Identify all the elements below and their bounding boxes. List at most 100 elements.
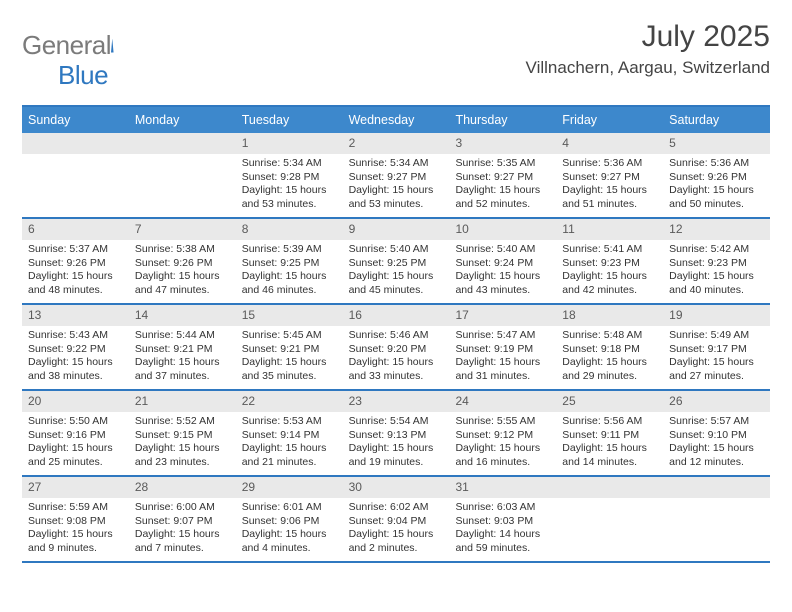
- month-title: July 2025: [526, 20, 770, 54]
- day-cell: 4Sunrise: 5:36 AMSunset: 9:27 PMDaylight…: [556, 133, 663, 217]
- week-row: 27Sunrise: 5:59 AMSunset: 9:08 PMDayligh…: [22, 477, 770, 563]
- sunset-text: Sunset: 9:25 PM: [242, 257, 337, 270]
- sunrise-text: Sunrise: 5:45 AM: [242, 329, 337, 342]
- sunset-text: Sunset: 9:06 PM: [242, 515, 337, 528]
- sunrise-text: Sunrise: 5:44 AM: [135, 329, 230, 342]
- day-number: 20: [22, 391, 129, 412]
- daylight-text: Daylight: 15 hours and 45 minutes.: [349, 270, 444, 297]
- sunrise-text: Sunrise: 5:35 AM: [455, 157, 550, 170]
- day-cell: 2Sunrise: 5:34 AMSunset: 9:27 PMDaylight…: [343, 133, 450, 217]
- day-cell: 9Sunrise: 5:40 AMSunset: 9:25 PMDaylight…: [343, 219, 450, 303]
- day-body: Sunrise: 5:45 AMSunset: 9:21 PMDaylight:…: [236, 326, 343, 387]
- day-body: Sunrise: 6:00 AMSunset: 9:07 PMDaylight:…: [129, 498, 236, 559]
- daylight-text: Daylight: 15 hours and 42 minutes.: [562, 270, 657, 297]
- sunrise-text: Sunrise: 5:38 AM: [135, 243, 230, 256]
- sunset-text: Sunset: 9:04 PM: [349, 515, 444, 528]
- day-cell: 1Sunrise: 5:34 AMSunset: 9:28 PMDaylight…: [236, 133, 343, 217]
- sunset-text: Sunset: 9:13 PM: [349, 429, 444, 442]
- weekday-header-row: Sunday Monday Tuesday Wednesday Thursday…: [22, 105, 770, 133]
- day-number: 14: [129, 305, 236, 326]
- sunrise-text: Sunrise: 5:43 AM: [28, 329, 123, 342]
- day-number: [22, 133, 129, 154]
- week-row: 13Sunrise: 5:43 AMSunset: 9:22 PMDayligh…: [22, 305, 770, 391]
- day-body: Sunrise: 5:54 AMSunset: 9:13 PMDaylight:…: [343, 412, 450, 473]
- sunrise-text: Sunrise: 5:42 AM: [669, 243, 764, 256]
- week-row: 1Sunrise: 5:34 AMSunset: 9:28 PMDaylight…: [22, 133, 770, 219]
- day-cell: 12Sunrise: 5:42 AMSunset: 9:23 PMDayligh…: [663, 219, 770, 303]
- day-cell: 26Sunrise: 5:57 AMSunset: 9:10 PMDayligh…: [663, 391, 770, 475]
- day-cell: 19Sunrise: 5:49 AMSunset: 9:17 PMDayligh…: [663, 305, 770, 389]
- sunrise-text: Sunrise: 5:34 AM: [242, 157, 337, 170]
- logo-triangle-icon: [111, 39, 114, 53]
- sunrise-text: Sunrise: 5:55 AM: [455, 415, 550, 428]
- day-number: 29: [236, 477, 343, 498]
- day-number: 18: [556, 305, 663, 326]
- day-number: 1: [236, 133, 343, 154]
- sunrise-text: Sunrise: 5:37 AM: [28, 243, 123, 256]
- daylight-text: Daylight: 15 hours and 40 minutes.: [669, 270, 764, 297]
- day-cell: 11Sunrise: 5:41 AMSunset: 9:23 PMDayligh…: [556, 219, 663, 303]
- daylight-text: Daylight: 15 hours and 21 minutes.: [242, 442, 337, 469]
- title-block: July 2025 Villnachern, Aargau, Switzerla…: [526, 20, 770, 78]
- day-body: Sunrise: 5:36 AMSunset: 9:27 PMDaylight:…: [556, 154, 663, 215]
- day-cell: 5Sunrise: 5:36 AMSunset: 9:26 PMDaylight…: [663, 133, 770, 217]
- day-body: Sunrise: 5:48 AMSunset: 9:18 PMDaylight:…: [556, 326, 663, 387]
- day-number: [129, 133, 236, 154]
- sunset-text: Sunset: 9:22 PM: [28, 343, 123, 356]
- day-number: 23: [343, 391, 450, 412]
- day-number: 28: [129, 477, 236, 498]
- day-cell: 17Sunrise: 5:47 AMSunset: 9:19 PMDayligh…: [449, 305, 556, 389]
- daylight-text: Daylight: 15 hours and 53 minutes.: [349, 184, 444, 211]
- daylight-text: Daylight: 15 hours and 23 minutes.: [135, 442, 230, 469]
- daylight-text: Daylight: 15 hours and 16 minutes.: [455, 442, 550, 469]
- day-cell: 10Sunrise: 5:40 AMSunset: 9:24 PMDayligh…: [449, 219, 556, 303]
- day-cell: 16Sunrise: 5:46 AMSunset: 9:20 PMDayligh…: [343, 305, 450, 389]
- day-body: Sunrise: 5:40 AMSunset: 9:24 PMDaylight:…: [449, 240, 556, 301]
- day-body: Sunrise: 5:59 AMSunset: 9:08 PMDaylight:…: [22, 498, 129, 559]
- sunrise-text: Sunrise: 5:52 AM: [135, 415, 230, 428]
- daylight-text: Daylight: 15 hours and 43 minutes.: [455, 270, 550, 297]
- day-number: [556, 477, 663, 498]
- sunrise-text: Sunrise: 5:56 AM: [562, 415, 657, 428]
- day-number: 12: [663, 219, 770, 240]
- day-body: Sunrise: 5:50 AMSunset: 9:16 PMDaylight:…: [22, 412, 129, 473]
- sunset-text: Sunset: 9:08 PM: [28, 515, 123, 528]
- daylight-text: Daylight: 15 hours and 14 minutes.: [562, 442, 657, 469]
- day-number: 21: [129, 391, 236, 412]
- sunrise-text: Sunrise: 5:39 AM: [242, 243, 337, 256]
- day-cell: 18Sunrise: 5:48 AMSunset: 9:18 PMDayligh…: [556, 305, 663, 389]
- day-body: Sunrise: 5:52 AMSunset: 9:15 PMDaylight:…: [129, 412, 236, 473]
- day-number: 26: [663, 391, 770, 412]
- daylight-text: Daylight: 15 hours and 35 minutes.: [242, 356, 337, 383]
- daylight-text: Daylight: 15 hours and 12 minutes.: [669, 442, 764, 469]
- daylight-text: Daylight: 15 hours and 4 minutes.: [242, 528, 337, 555]
- day-body: Sunrise: 5:57 AMSunset: 9:10 PMDaylight:…: [663, 412, 770, 473]
- calendar: Sunday Monday Tuesday Wednesday Thursday…: [22, 105, 770, 563]
- day-number: 5: [663, 133, 770, 154]
- day-cell: 6Sunrise: 5:37 AMSunset: 9:26 PMDaylight…: [22, 219, 129, 303]
- sunset-text: Sunset: 9:21 PM: [135, 343, 230, 356]
- daylight-text: Daylight: 15 hours and 7 minutes.: [135, 528, 230, 555]
- sunset-text: Sunset: 9:18 PM: [562, 343, 657, 356]
- day-cell: 14Sunrise: 5:44 AMSunset: 9:21 PMDayligh…: [129, 305, 236, 389]
- day-body: Sunrise: 5:35 AMSunset: 9:27 PMDaylight:…: [449, 154, 556, 215]
- day-number: 10: [449, 219, 556, 240]
- daylight-text: Daylight: 15 hours and 48 minutes.: [28, 270, 123, 297]
- sunrise-text: Sunrise: 5:41 AM: [562, 243, 657, 256]
- day-body: Sunrise: 5:53 AMSunset: 9:14 PMDaylight:…: [236, 412, 343, 473]
- day-cell: 25Sunrise: 5:56 AMSunset: 9:11 PMDayligh…: [556, 391, 663, 475]
- sunset-text: Sunset: 9:07 PM: [135, 515, 230, 528]
- day-body: Sunrise: 5:42 AMSunset: 9:23 PMDaylight:…: [663, 240, 770, 301]
- weeks-container: 1Sunrise: 5:34 AMSunset: 9:28 PMDaylight…: [22, 133, 770, 563]
- daylight-text: Daylight: 15 hours and 38 minutes.: [28, 356, 123, 383]
- day-number: 3: [449, 133, 556, 154]
- day-cell: 20Sunrise: 5:50 AMSunset: 9:16 PMDayligh…: [22, 391, 129, 475]
- day-cell: [129, 133, 236, 217]
- sunrise-text: Sunrise: 5:36 AM: [669, 157, 764, 170]
- day-number: 16: [343, 305, 450, 326]
- day-number: 17: [449, 305, 556, 326]
- day-cell: 27Sunrise: 5:59 AMSunset: 9:08 PMDayligh…: [22, 477, 129, 561]
- sunset-text: Sunset: 9:12 PM: [455, 429, 550, 442]
- day-body: Sunrise: 5:44 AMSunset: 9:21 PMDaylight:…: [129, 326, 236, 387]
- day-number: 7: [129, 219, 236, 240]
